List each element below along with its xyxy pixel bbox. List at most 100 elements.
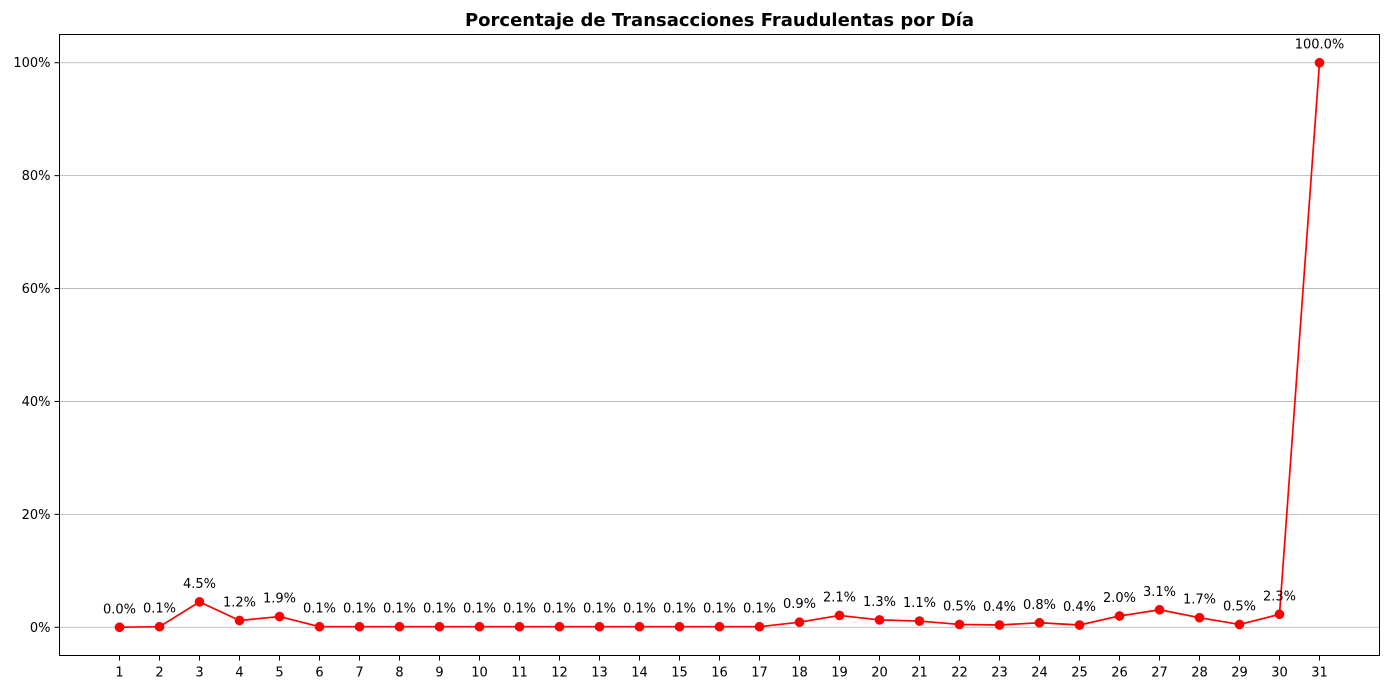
y-tick-label: 40% bbox=[22, 395, 51, 410]
y-axis: 0% 20% 40% 60% 80% 100% bbox=[13, 56, 60, 636]
plot-area-frame bbox=[59, 34, 1380, 656]
data-label: 0.1% bbox=[423, 602, 456, 617]
y-tick-label: 20% bbox=[22, 508, 51, 523]
x-tick-label: 3 bbox=[195, 666, 203, 681]
data-label: 0.1% bbox=[343, 602, 376, 617]
x-tick-label: 24 bbox=[1031, 666, 1048, 681]
series-line bbox=[119, 62, 1321, 629]
x-tick-label: 8 bbox=[395, 666, 403, 681]
data-point bbox=[234, 615, 245, 626]
data-point bbox=[1074, 620, 1085, 630]
data-label: 1.9% bbox=[263, 592, 296, 607]
data-point bbox=[634, 621, 645, 632]
data-point bbox=[434, 621, 445, 632]
x-tick-label: 20 bbox=[871, 666, 888, 681]
data-point bbox=[674, 621, 685, 632]
data-label: 1.2% bbox=[223, 595, 256, 610]
x-tick-label: 4 bbox=[235, 666, 243, 681]
x-tick-label: 10 bbox=[471, 666, 488, 681]
data-label: 100.0% bbox=[1295, 38, 1345, 53]
data-point bbox=[1114, 611, 1125, 621]
x-tick-label: 7 bbox=[355, 666, 363, 681]
data-label: 0.1% bbox=[623, 602, 656, 617]
data-point bbox=[394, 621, 405, 632]
x-tick-label: 9 bbox=[435, 666, 443, 681]
data-point bbox=[994, 620, 1005, 630]
x-tick-label: 21 bbox=[911, 666, 928, 681]
x-tick-label: 5 bbox=[275, 666, 283, 681]
x-tick-label: 19 bbox=[831, 666, 848, 681]
x-tick-label: 31 bbox=[1311, 666, 1328, 681]
data-point bbox=[194, 597, 205, 607]
data-label: 1.1% bbox=[903, 596, 936, 611]
data-label: 0.1% bbox=[583, 602, 616, 617]
data-point bbox=[914, 616, 925, 626]
x-tick-label: 1 bbox=[115, 666, 123, 681]
data-label: 0.1% bbox=[743, 602, 776, 617]
x-tick-label: 13 bbox=[591, 666, 608, 681]
x-tick-label: 6 bbox=[315, 666, 323, 681]
data-label: 3.1% bbox=[1143, 585, 1176, 600]
data-label: 4.5% bbox=[183, 577, 216, 592]
x-tick-label: 12 bbox=[551, 666, 568, 681]
x-tick-label: 14 bbox=[631, 666, 648, 681]
data-point bbox=[354, 621, 365, 632]
data-point bbox=[834, 610, 845, 621]
chart-title: Porcentaje de Transacciones Fraudulentas… bbox=[465, 10, 974, 31]
data-label: 0.1% bbox=[503, 602, 536, 617]
data-label: 0.1% bbox=[303, 602, 336, 617]
data-point bbox=[754, 621, 765, 632]
x-tick-label: 27 bbox=[1151, 666, 1168, 681]
data-point bbox=[1034, 617, 1045, 628]
data-point bbox=[794, 617, 805, 628]
grid-lines bbox=[59, 62, 1380, 628]
y-tick-label: 60% bbox=[22, 282, 51, 297]
data-label: 0.9% bbox=[783, 597, 816, 612]
data-label: 2.3% bbox=[1263, 589, 1296, 604]
data-point bbox=[1234, 619, 1245, 630]
x-tick-label: 22 bbox=[951, 666, 968, 681]
data-label: 2.0% bbox=[1103, 591, 1136, 606]
data-point bbox=[314, 621, 325, 632]
data-point bbox=[954, 619, 965, 630]
y-tick-label: 80% bbox=[22, 169, 51, 184]
x-tick-label: 28 bbox=[1191, 666, 1208, 681]
data-point bbox=[154, 621, 165, 632]
data-label: 0.4% bbox=[983, 600, 1016, 615]
data-point bbox=[274, 611, 285, 622]
data-point bbox=[114, 622, 125, 633]
data-labels: 0.0% 0.1% 4.5% 1.2% 1.9% 0.1% 0.1% 0.1% 0.1% 0.1%… bbox=[103, 38, 1344, 618]
x-tick-label: 2 bbox=[155, 666, 163, 681]
data-point bbox=[554, 621, 565, 632]
data-label: 0.1% bbox=[143, 602, 176, 617]
x-tick-label: 23 bbox=[991, 666, 1008, 681]
x-tick-label: 18 bbox=[791, 666, 808, 681]
data-label: 1.3% bbox=[863, 595, 896, 610]
series-fraud-percentage bbox=[114, 57, 1325, 633]
data-label: 0.0% bbox=[103, 602, 136, 617]
data-label: 0.1% bbox=[463, 602, 496, 617]
data-point bbox=[474, 621, 485, 632]
x-axis: 1 2 3 4 5 6 7 8 9 10 11 12 13 14 15 16 17 18 19 20 21 22 23 24 2… bbox=[115, 655, 1328, 681]
data-label: 0.1% bbox=[383, 602, 416, 617]
data-point bbox=[1314, 57, 1325, 68]
x-tick-label: 26 bbox=[1111, 666, 1128, 681]
data-point bbox=[594, 621, 605, 632]
data-point bbox=[514, 621, 525, 632]
x-tick-label: 16 bbox=[711, 666, 728, 681]
y-tick-label: 0% bbox=[30, 621, 51, 636]
data-point bbox=[874, 615, 885, 625]
data-label: 2.1% bbox=[823, 590, 856, 605]
data-point bbox=[714, 621, 725, 632]
x-tick-label: 15 bbox=[671, 666, 688, 681]
x-tick-label: 25 bbox=[1071, 666, 1088, 681]
data-label: 1.7% bbox=[1183, 593, 1216, 608]
data-point bbox=[1154, 604, 1165, 615]
data-label: 0.1% bbox=[543, 602, 576, 617]
data-label: 0.5% bbox=[943, 599, 976, 614]
x-tick-label: 30 bbox=[1271, 666, 1288, 681]
data-label: 0.1% bbox=[663, 602, 696, 617]
data-label: 0.1% bbox=[703, 602, 736, 617]
